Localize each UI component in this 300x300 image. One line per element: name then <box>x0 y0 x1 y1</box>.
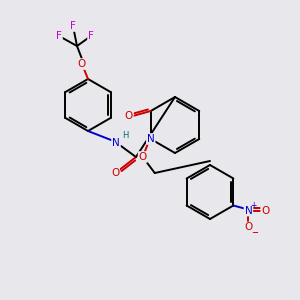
Text: O: O <box>78 59 86 69</box>
Text: O: O <box>261 206 269 215</box>
Text: N: N <box>112 138 120 148</box>
Text: F: F <box>56 31 62 41</box>
Text: F: F <box>88 31 94 41</box>
Text: H: H <box>122 131 128 140</box>
Text: O: O <box>124 111 133 121</box>
Text: O: O <box>139 152 147 162</box>
Text: +: + <box>250 201 256 210</box>
Text: −: − <box>251 228 258 237</box>
Text: N: N <box>244 206 252 215</box>
Text: F: F <box>70 21 76 31</box>
Text: O: O <box>244 223 253 232</box>
Text: O: O <box>111 168 119 178</box>
Text: N: N <box>147 134 154 144</box>
